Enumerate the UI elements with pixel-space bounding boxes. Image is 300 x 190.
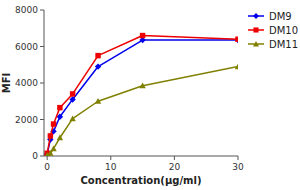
legend-marker [253,41,259,46]
y-tick-label: 0 [32,151,38,161]
axes: 0 10 20 30 0 2000 4000 6000 8000 [15,5,244,172]
y-axis-label: MFI [1,73,12,94]
series [44,33,238,156]
point [140,33,145,38]
x-axis-line [44,156,238,157]
series [44,37,238,156]
x-tick [174,156,175,160]
x-tick-label: 30 [232,162,244,172]
y-tick [40,119,44,120]
legend-label: DM9 [269,11,292,22]
x-axis-label: Concentration(μg/ml) [81,175,202,186]
y-tick [40,83,44,84]
x-tick-label: 20 [169,162,181,172]
point [70,91,75,96]
point [69,115,75,121]
x-tick [238,156,239,160]
legend-label: DM10 [269,25,298,36]
series-line [47,67,238,156]
point [235,36,238,41]
point [235,63,238,69]
legend-marker [253,27,258,32]
series-line [47,40,238,154]
y-tick [40,46,44,47]
y-tick [40,10,44,11]
legend-marker [253,13,259,19]
legend: DM9 DM10 DM11 [248,11,298,50]
point [95,63,101,69]
point [48,133,53,138]
point [235,37,238,43]
plot-area [44,33,238,156]
point [57,105,62,110]
legend-label: DM11 [269,39,298,50]
y-tick-label: 6000 [15,42,38,52]
x-tick-label: 10 [105,162,117,172]
x-tick [47,156,48,160]
series [44,63,238,156]
x-tick-label: 0 [44,162,50,172]
point [95,98,101,104]
point [51,121,56,126]
point [139,83,145,89]
series-line [47,36,238,154]
point [57,135,63,141]
y-tick-label: 8000 [15,5,38,15]
y-tick [40,156,44,157]
y-tick-label: 2000 [15,115,38,125]
point [50,146,56,152]
chart: 0 10 20 30 0 2000 4000 6000 8000 Concentration(μg… [0,0,300,190]
x-tick [110,156,111,160]
y-tick-label: 4000 [15,78,38,88]
point [95,53,100,58]
